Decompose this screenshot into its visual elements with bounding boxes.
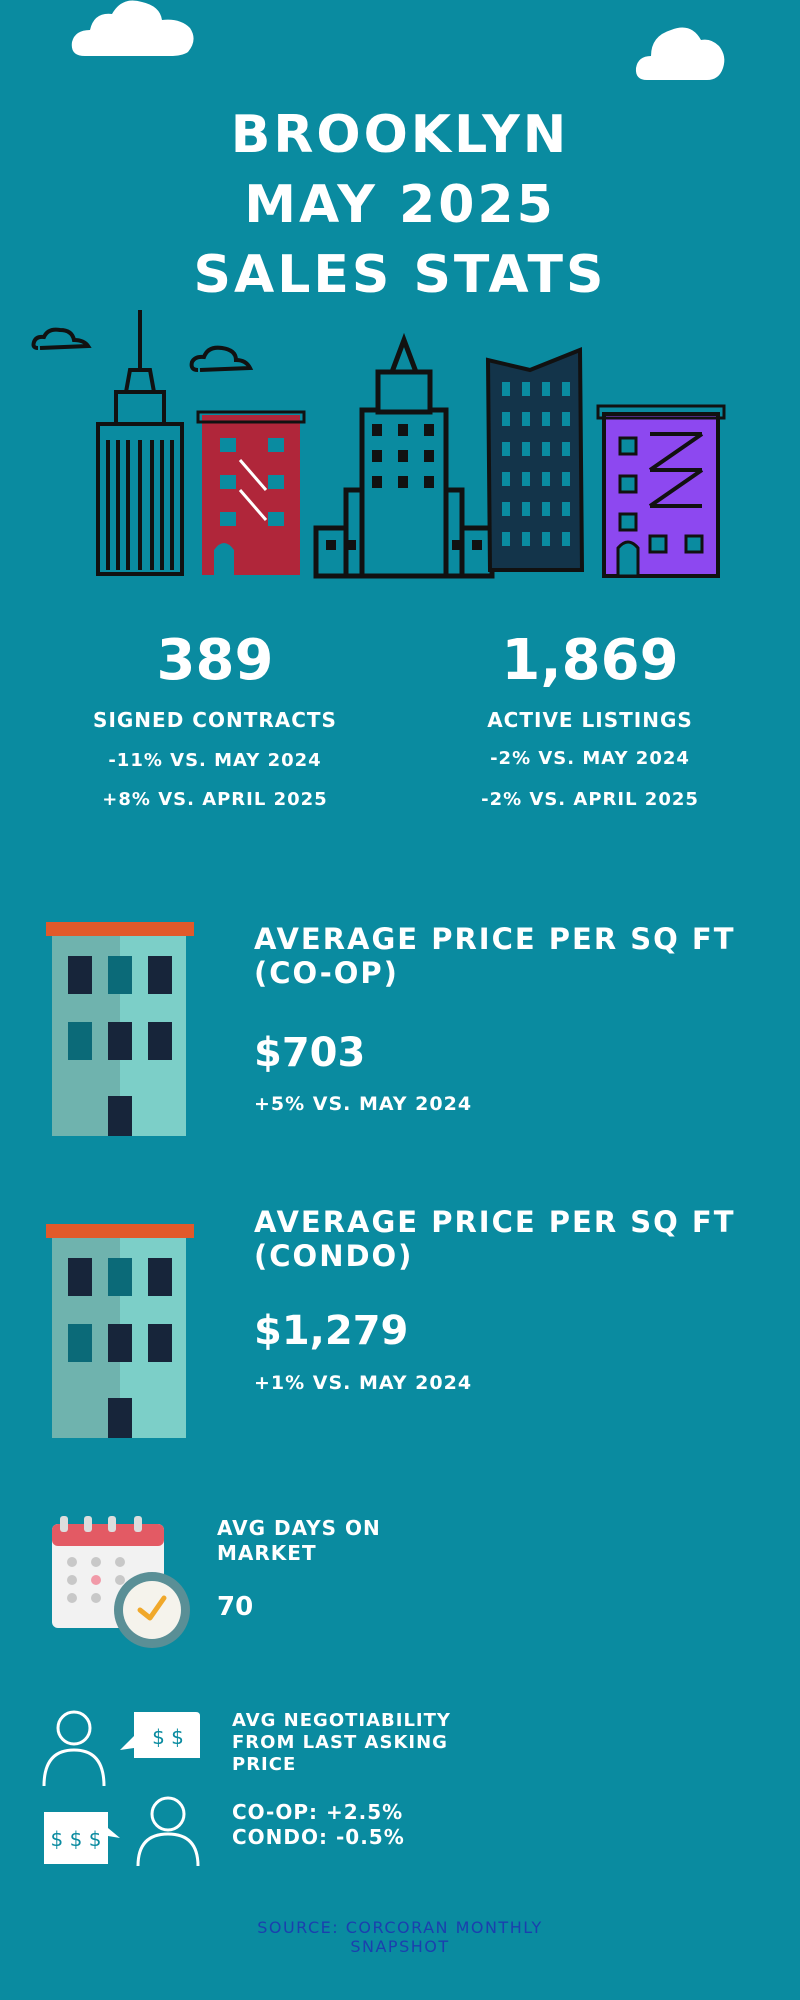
condo-title-line-2: (CONDO): [254, 1239, 414, 1273]
days-label-line-2: MARKET: [217, 1541, 317, 1565]
coop-title-line-1: AVERAGE PRICE PER SQ FT: [254, 922, 736, 956]
cloud-icon: [71, 0, 194, 56]
signed-contracts-mom: +8% VS. APRIL 2025: [102, 789, 328, 810]
cloud-icon: [635, 27, 725, 81]
source-note: SOURCE: CORCORAN MONTHLY SNAPSHOT: [0, 1918, 800, 1956]
condo-title: AVERAGE PRICE PER SQ FT (CONDO): [254, 1205, 774, 1273]
coop-change: +5% VS. MAY 2024: [254, 1093, 473, 1115]
condo-title-line-1: AVERAGE PRICE PER SQ FT: [254, 1205, 736, 1239]
building-icon: [46, 1224, 194, 1438]
negotiability-coop: CO-OP: +2.5%: [232, 1800, 404, 1824]
negotiability-label-line-3: PRICE: [232, 1754, 297, 1775]
active-listings-mom: -2% VS. APRIL 2025: [481, 789, 699, 810]
bubble-dollars-3: $ $ $: [51, 1827, 102, 1851]
calendar-clock-icon: [52, 1516, 190, 1648]
days-label-line-1: AVG DAYS ON: [217, 1516, 381, 1540]
days-label: AVG DAYS ON MARKET: [217, 1516, 381, 1566]
source-line-2: SNAPSHOT: [350, 1937, 450, 1956]
signed-contracts-value: 389: [156, 628, 274, 693]
days-value: 70: [217, 1592, 254, 1622]
negotiability-values: CO-OP: +2.5% CONDO: -0.5%: [232, 1800, 405, 1850]
signed-contracts-yoy: -11% VS. MAY 2024: [108, 750, 322, 771]
active-listings-value: 1,869: [501, 628, 679, 693]
negotiability-condo: CONDO: -0.5%: [232, 1825, 405, 1849]
title-line-3: SALES STATS: [193, 245, 607, 305]
title-line-1: BROOKLYN: [230, 105, 570, 165]
coop-title: AVERAGE PRICE PER SQ FT (CO-OP): [254, 922, 774, 990]
negotiability-label-line-1: AVG NEGOTIABILITY: [232, 1710, 451, 1731]
negotiability-label-line-2: FROM LAST ASKING: [232, 1732, 448, 1753]
coop-title-line-2: (CO-OP): [254, 956, 399, 990]
condo-price-value: $1,279: [254, 1308, 409, 1354]
negotiability-label: AVG NEGOTIABILITY FROM LAST ASKING PRICE: [232, 1710, 451, 1776]
title-line-2: MAY 2025: [244, 175, 556, 235]
condo-change: +1% VS. MAY 2024: [254, 1372, 473, 1394]
skyline-illustration: [31, 310, 726, 579]
page-title: BROOKLYN MAY 2025 SALES STATS: [0, 100, 800, 310]
bubble-dollars-2: $ $: [152, 1725, 184, 1749]
source-line-1: SOURCE: CORCORAN MONTHLY: [257, 1918, 543, 1937]
negotiation-icon: $ $ $ $ $: [42, 1710, 200, 1867]
active-listings-yoy: -2% VS. MAY 2024: [490, 748, 690, 769]
coop-price-value: $703: [254, 1030, 366, 1076]
active-listings-label: ACTIVE LISTINGS: [487, 708, 693, 732]
building-icon: [46, 922, 194, 1136]
signed-contracts-label: SIGNED CONTRACTS: [93, 708, 337, 732]
